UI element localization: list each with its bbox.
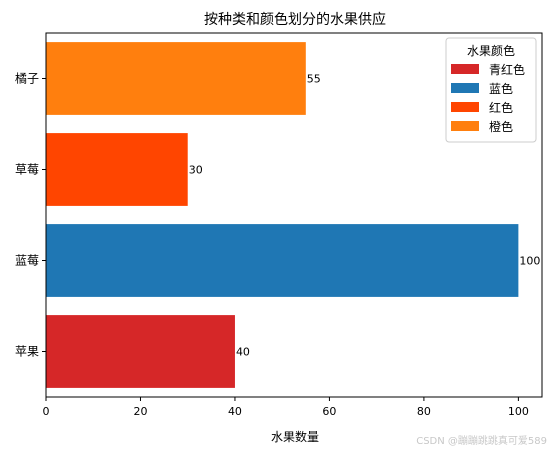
plot-frame: [45, 32, 543, 398]
y-tick-label-1: 蓝莓: [15, 254, 39, 268]
y-tick-label-3: 橘子: [15, 71, 39, 86]
bar-1: [46, 224, 519, 297]
bar-value-label-2: 30: [189, 164, 203, 177]
bar-value-label-3: 55: [307, 73, 321, 86]
x-tick-label-3: 60: [322, 405, 336, 418]
legend-label-2: 红色: [489, 100, 513, 115]
legend-label-0: 青红色: [489, 62, 525, 77]
x-tick-label-2: 40: [228, 405, 242, 418]
watermark: CSDN @蹦蹦跳跳真可爱589: [416, 436, 547, 447]
x-tick-label-0: 0: [43, 405, 50, 418]
legend-swatch-0: [451, 64, 479, 74]
legend-swatch-3: [451, 121, 479, 131]
x-ticks-group: 0 20 40 60 80 100: [43, 397, 529, 418]
bar-3: [46, 42, 306, 115]
legend-title: 水果颜色: [467, 43, 515, 58]
x-tick-label-5: 100: [508, 405, 529, 418]
bar-value-label-1: 100: [519, 255, 540, 268]
bar-2: [46, 133, 188, 206]
x-tick-label-4: 80: [417, 405, 431, 418]
bar-0: [46, 315, 235, 388]
bar-labels-group: 40 100 30 55: [189, 73, 541, 359]
bar-value-label-0: 40: [236, 346, 250, 359]
y-tick-label-2: 草莓: [15, 163, 39, 177]
legend-label-1: 蓝色: [489, 82, 513, 96]
x-tick-label-1: 20: [133, 405, 147, 418]
legend-label-3: 橙色: [489, 119, 513, 134]
legend-swatch-2: [451, 102, 479, 112]
y-tick-label-0: 苹果: [15, 345, 39, 359]
x-axis-label: 水果数量: [271, 429, 319, 444]
chart-title: 按种类和颜色划分的水果供应: [204, 11, 386, 28]
bars-group: [46, 42, 519, 388]
legend-swatch-1: [451, 83, 479, 93]
